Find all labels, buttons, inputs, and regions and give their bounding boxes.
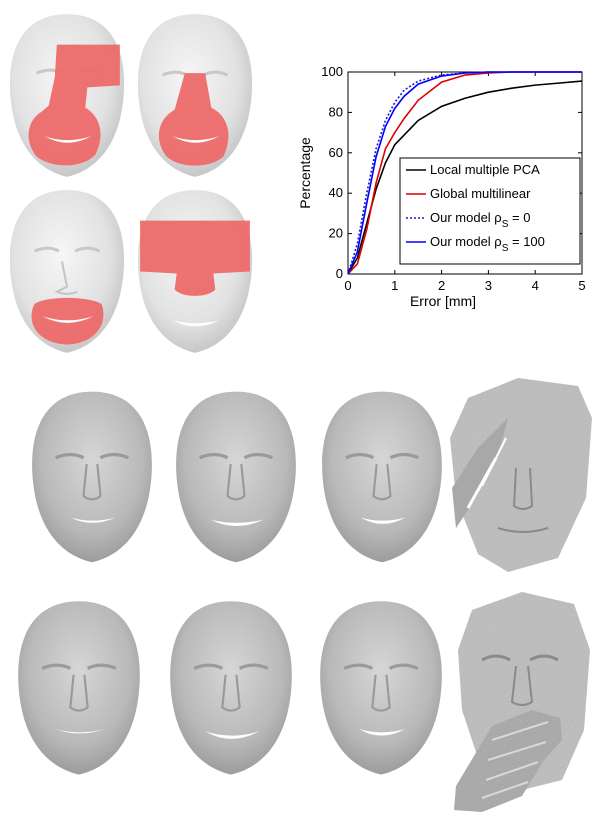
cumulative-error-chart: 0 1 2 3 4 5 0 20 40 60 80 100 Error [mm] Percentage Lo… xyxy=(297,64,586,309)
noisy-input-scan-1 xyxy=(450,378,592,572)
legend-entry-1: Global multilinear xyxy=(430,186,531,201)
masked-face-4 xyxy=(137,190,253,353)
series-line-3 xyxy=(347,71,582,275)
y-tick-label: 40 xyxy=(329,185,343,200)
x-tick-label: 5 xyxy=(578,278,585,293)
legend-entry-3: Our model ρS = 100 xyxy=(430,234,545,254)
noisy-input-scan-2 xyxy=(454,592,590,812)
legend-entry-0: Local multiple PCA xyxy=(430,162,540,177)
x-tick-label: 0 xyxy=(344,278,351,293)
masked-face-3 xyxy=(9,190,125,353)
y-tick-label: 60 xyxy=(329,145,343,160)
y-tick-label: 80 xyxy=(329,104,343,119)
reconstruction-face-r2-3 xyxy=(320,601,442,775)
x-tick-label: 4 xyxy=(532,278,539,293)
mask-region xyxy=(28,44,120,166)
y-axis-label: Percentage xyxy=(297,137,313,209)
legend-entry-2: Our model ρS = 0 xyxy=(430,210,530,230)
y-tick-label: 20 xyxy=(329,226,343,241)
x-axis-label: Error [mm] xyxy=(410,293,476,309)
mask-region xyxy=(158,73,229,166)
reconstruction-face-r2-1 xyxy=(18,601,140,775)
reconstruction-face-r1-1 xyxy=(32,391,152,563)
reconstruction-face-r1-3 xyxy=(322,391,442,563)
y-tick-label: 100 xyxy=(321,64,343,79)
legend-box xyxy=(399,157,581,265)
reconstruction-face-r1-2 xyxy=(176,391,296,563)
reconstruction-face-r2-2 xyxy=(170,601,292,775)
x-tick-label: 3 xyxy=(485,278,492,293)
masked-face-1 xyxy=(9,14,125,177)
mask-region xyxy=(140,220,250,296)
masked-face-2 xyxy=(137,14,253,177)
x-tick-label: 2 xyxy=(438,278,445,293)
x-tick-label: 1 xyxy=(391,278,398,293)
y-tick-label: 0 xyxy=(336,266,343,281)
